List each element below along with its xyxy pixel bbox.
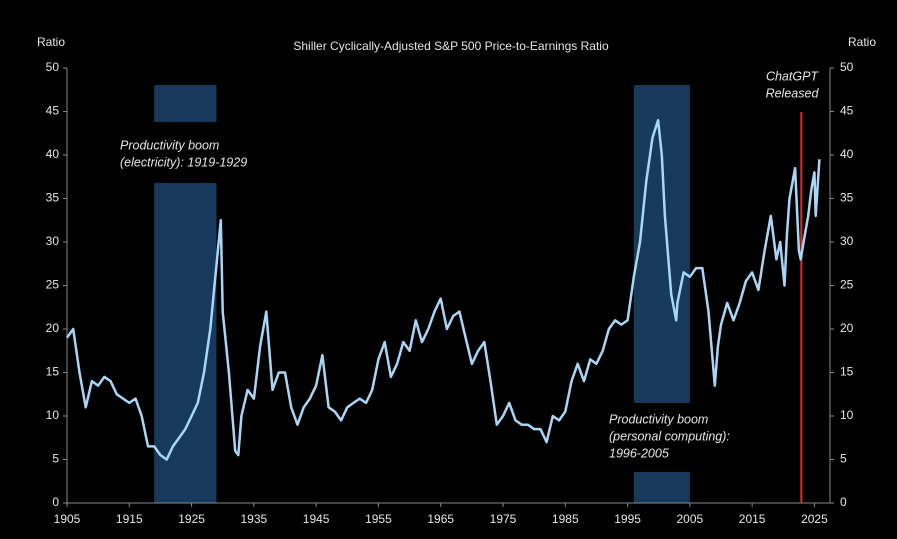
y2-tick-label: 35 — [840, 191, 854, 205]
y2-axis-label: Ratio — [848, 35, 876, 49]
annotation: Productivity boom — [609, 412, 708, 426]
event-label: Released — [766, 86, 820, 100]
y-tick-label: 40 — [46, 147, 60, 161]
chart-title: Shiller Cyclically-Adjusted S&P 500 Pric… — [293, 39, 609, 53]
annotation: (personal computing): — [609, 429, 730, 443]
shaded-region — [633, 85, 690, 403]
y-tick-label: 25 — [46, 278, 60, 292]
x-tick-label: 1915 — [116, 512, 143, 526]
x-tick-label: 2005 — [677, 512, 704, 526]
annotation: (electricity): 1919-1929 — [120, 155, 247, 169]
x-tick-label: 1935 — [241, 512, 268, 526]
y-tick-label: 20 — [46, 321, 60, 335]
x-tick-label: 2015 — [739, 512, 766, 526]
y2-tick-label: 30 — [840, 234, 854, 248]
x-tick-label: 2025 — [801, 512, 828, 526]
x-tick-label: 1905 — [54, 512, 81, 526]
x-tick-label: 1925 — [178, 512, 205, 526]
shaded-region — [633, 472, 690, 503]
x-tick-label: 1995 — [614, 512, 641, 526]
y-tick-label: 50 — [46, 60, 60, 74]
shaded-region — [154, 85, 217, 122]
annotation: 1996-2005 — [609, 446, 669, 460]
event-label: ChatGPT — [766, 69, 819, 83]
x-tick-label: 1975 — [490, 512, 517, 526]
shaded-region — [154, 183, 217, 503]
y-tick-label: 0 — [52, 495, 59, 509]
y2-tick-label: 45 — [840, 104, 854, 118]
x-tick-label: 1945 — [303, 512, 330, 526]
x-tick-label: 1955 — [365, 512, 392, 526]
x-tick-label: 1965 — [427, 512, 454, 526]
y2-tick-label: 5 — [840, 452, 847, 466]
y-tick-label: 30 — [46, 234, 60, 248]
y-tick-label: 45 — [46, 104, 60, 118]
y2-tick-label: 40 — [840, 147, 854, 161]
y2-tick-label: 15 — [840, 365, 854, 379]
y2-tick-label: 20 — [840, 321, 854, 335]
y2-tick-label: 0 — [840, 495, 847, 509]
y-tick-label: 10 — [46, 408, 60, 422]
y-tick-label: 35 — [46, 191, 60, 205]
y2-tick-label: 10 — [840, 408, 854, 422]
y-tick-label: 5 — [52, 452, 59, 466]
y-axis-label: Ratio — [37, 35, 65, 49]
y2-tick-label: 25 — [840, 278, 854, 292]
annotation: Productivity boom — [120, 138, 219, 152]
x-tick-label: 1985 — [552, 512, 579, 526]
y2-tick-label: 50 — [840, 60, 854, 74]
y-tick-label: 15 — [46, 365, 60, 379]
data-line — [65, 118, 821, 461]
